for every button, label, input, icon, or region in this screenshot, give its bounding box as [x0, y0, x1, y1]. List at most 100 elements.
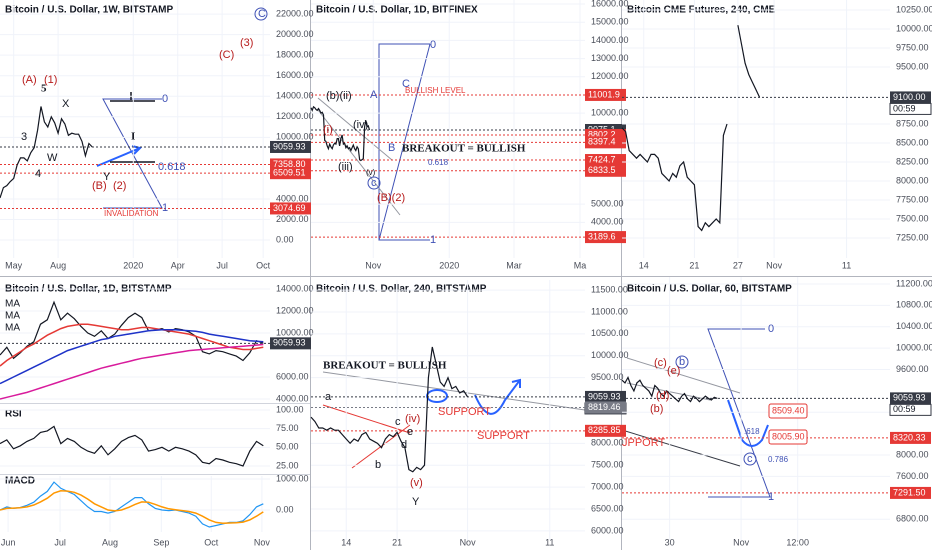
price-label-bg	[585, 136, 626, 149]
y-tick-label: 9750.00	[896, 42, 929, 52]
y-tick-label: 7500.00	[591, 460, 624, 470]
price-line	[0, 300, 264, 362]
x-tick-label: Jul	[54, 537, 66, 547]
x-tick-label: Nov	[733, 537, 750, 547]
y-tick-label: 12000.00	[591, 71, 629, 81]
y-tick-label: 10000.00	[591, 350, 629, 360]
y-tick-label: 8500.00	[896, 137, 929, 147]
y-tick-label: 8000.00	[591, 438, 624, 448]
legend-entry: MA	[5, 311, 20, 322]
timer: 00:59	[893, 103, 916, 113]
x-tick-label: 21	[689, 260, 699, 270]
x-tick-label: Nov	[254, 537, 271, 547]
annotation: (v)	[410, 477, 423, 489]
price-label: 8819.46	[588, 402, 621, 412]
trend-lines	[626, 357, 741, 401]
annotation: Y	[103, 171, 111, 183]
annotation-circle	[743, 452, 757, 466]
y-tick-label: 1000.00	[276, 473, 309, 483]
y-tick-label: 12000.00	[276, 305, 314, 315]
price-label-bg	[270, 140, 311, 153]
y-tick-label: 16000.00	[276, 70, 314, 80]
y-tick-label: 12000.00	[276, 111, 314, 121]
y-tick-label: 11500.00	[591, 284, 628, 294]
y-tick-label: 14000.00	[276, 283, 314, 293]
annotation: (2)	[113, 180, 126, 192]
y-tick-label: 10000.00	[896, 23, 932, 33]
y-tick-label: 7750.00	[896, 194, 929, 204]
price-label-bg	[585, 88, 626, 101]
y-tick-label: 5000.00	[591, 199, 624, 209]
annotation: (A)	[22, 74, 37, 86]
y-tick-label: 20000.00	[276, 29, 314, 39]
annotation: Y	[412, 496, 420, 508]
annotation: 0	[768, 323, 774, 335]
annotation: BREAKOUT = BULLISH	[323, 360, 447, 372]
price-label-bg	[270, 167, 311, 180]
y-tick-label: 8250.00	[896, 156, 929, 166]
chart-title: Bitcoin / U.S. Dollar, 60, BITSTAMP	[627, 284, 792, 295]
y-tick-label: 11000.00	[591, 306, 628, 316]
x-tick-label: 14	[341, 537, 351, 547]
y-tick-label: 10250.00	[896, 4, 932, 14]
trend-lines	[317, 97, 401, 216]
annotation-box	[768, 429, 808, 445]
fib-lines	[378, 43, 431, 241]
y-tick-label: 14000.00	[591, 35, 629, 45]
y-tick-label: 50.00	[276, 442, 299, 452]
price-label: 6509.51	[273, 168, 306, 178]
annotation: 0.786	[768, 455, 789, 464]
y-tick-label: 4000.00	[276, 393, 309, 403]
price-line	[310, 105, 371, 162]
x-tick-label: Aug	[50, 260, 66, 270]
y-tick-label: 22000.00	[276, 8, 314, 18]
annotation-circle	[367, 176, 381, 190]
price-line	[310, 346, 469, 473]
annotation: INVALIDATION	[104, 209, 159, 218]
annotation: C	[402, 78, 410, 90]
x-tick-label: Oct	[256, 260, 271, 270]
y-tick-label: 0.00	[276, 504, 294, 514]
annotation: (iv)	[353, 119, 368, 131]
y-tick-label: 10000.00	[591, 108, 629, 118]
y-tick-label: 8000.00	[896, 449, 929, 459]
price-label-bg	[585, 231, 626, 244]
annotation: 1	[768, 491, 774, 503]
y-tick-label: 6800.00	[896, 514, 929, 524]
fib-lines	[102, 98, 163, 209]
price-label: 8320.33	[893, 432, 926, 442]
y-tick-label: 15000.00	[591, 17, 629, 27]
price-label-bg	[890, 91, 931, 104]
price-label-bg	[585, 401, 626, 414]
x-tick-label: Ma	[574, 260, 587, 270]
x-tick-label: 11	[545, 537, 554, 547]
x-tick-label: Mar	[506, 260, 522, 270]
price-label-bg	[585, 154, 626, 167]
arrow	[474, 378, 521, 415]
price-label: 9100.00	[893, 92, 926, 102]
x-tick-label: Aug	[102, 537, 118, 547]
annotation: (B)(2)	[377, 192, 405, 204]
x-tick-label: Nov	[766, 260, 783, 270]
price-label: 9059.93	[893, 393, 926, 403]
chart-title: MACD	[5, 476, 35, 487]
fib-lines	[707, 328, 771, 498]
y-tick-label: 4000.00	[276, 193, 309, 203]
annotation: d	[401, 439, 407, 451]
price-label: 7358.80	[273, 159, 306, 169]
annotation: 3	[21, 131, 27, 143]
annotation: SUPPORT	[477, 430, 530, 442]
annotation: 8005.90	[772, 431, 805, 441]
y-tick-label: 7500.00	[896, 213, 929, 223]
x-tick-label: 21	[392, 537, 402, 547]
x-tick-label: May	[5, 260, 23, 270]
price-label-bg	[585, 424, 626, 437]
x-tick-label: 2020	[439, 260, 459, 270]
annotation: a	[325, 391, 332, 403]
annotation: c	[371, 177, 377, 189]
y-tick-label: 75.00	[276, 423, 299, 433]
x-tick-label: 2020	[123, 260, 143, 270]
price-label-bg	[890, 431, 931, 444]
annotation: 0.618	[158, 161, 186, 173]
